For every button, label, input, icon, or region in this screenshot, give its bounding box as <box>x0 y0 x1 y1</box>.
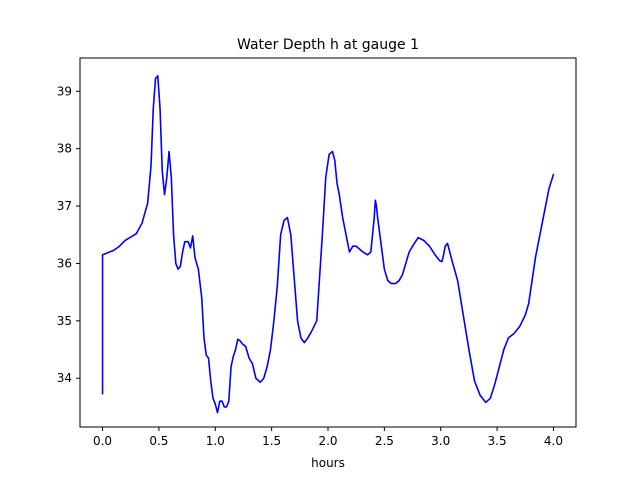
x-axis: 0.0 0.5 1.0 1.5 2.0 2.5 3.0 3.5 4.0 <box>93 427 563 448</box>
series-layer <box>101 74 555 414</box>
x-tick-label: 1.0 <box>206 434 225 448</box>
y-tick-label: 38 <box>57 142 72 156</box>
chart-title: Water Depth h at gauge 1 <box>237 37 419 53</box>
y-axis: 34 35 36 37 38 39 <box>57 84 80 385</box>
x-tick-label: 4.0 <box>544 434 563 448</box>
x-tick-label: 2.5 <box>375 434 394 448</box>
x-tick-label: 2.0 <box>318 434 337 448</box>
x-axis-label: hours <box>311 456 345 470</box>
y-tick-label: 34 <box>57 371 72 385</box>
x-tick-label: 0.0 <box>93 434 112 448</box>
y-tick-label: 37 <box>57 199 72 213</box>
x-tick-label: 3.5 <box>488 434 507 448</box>
x-tick-label: 0.5 <box>149 434 168 448</box>
y-tick-label: 39 <box>57 84 72 98</box>
x-tick-label: 3.0 <box>431 434 450 448</box>
plot-area <box>80 58 576 427</box>
y-tick-label: 36 <box>57 256 72 270</box>
x-tick-label: 1.5 <box>262 434 281 448</box>
series-line-1 <box>101 74 555 414</box>
y-tick-label: 35 <box>57 314 72 328</box>
